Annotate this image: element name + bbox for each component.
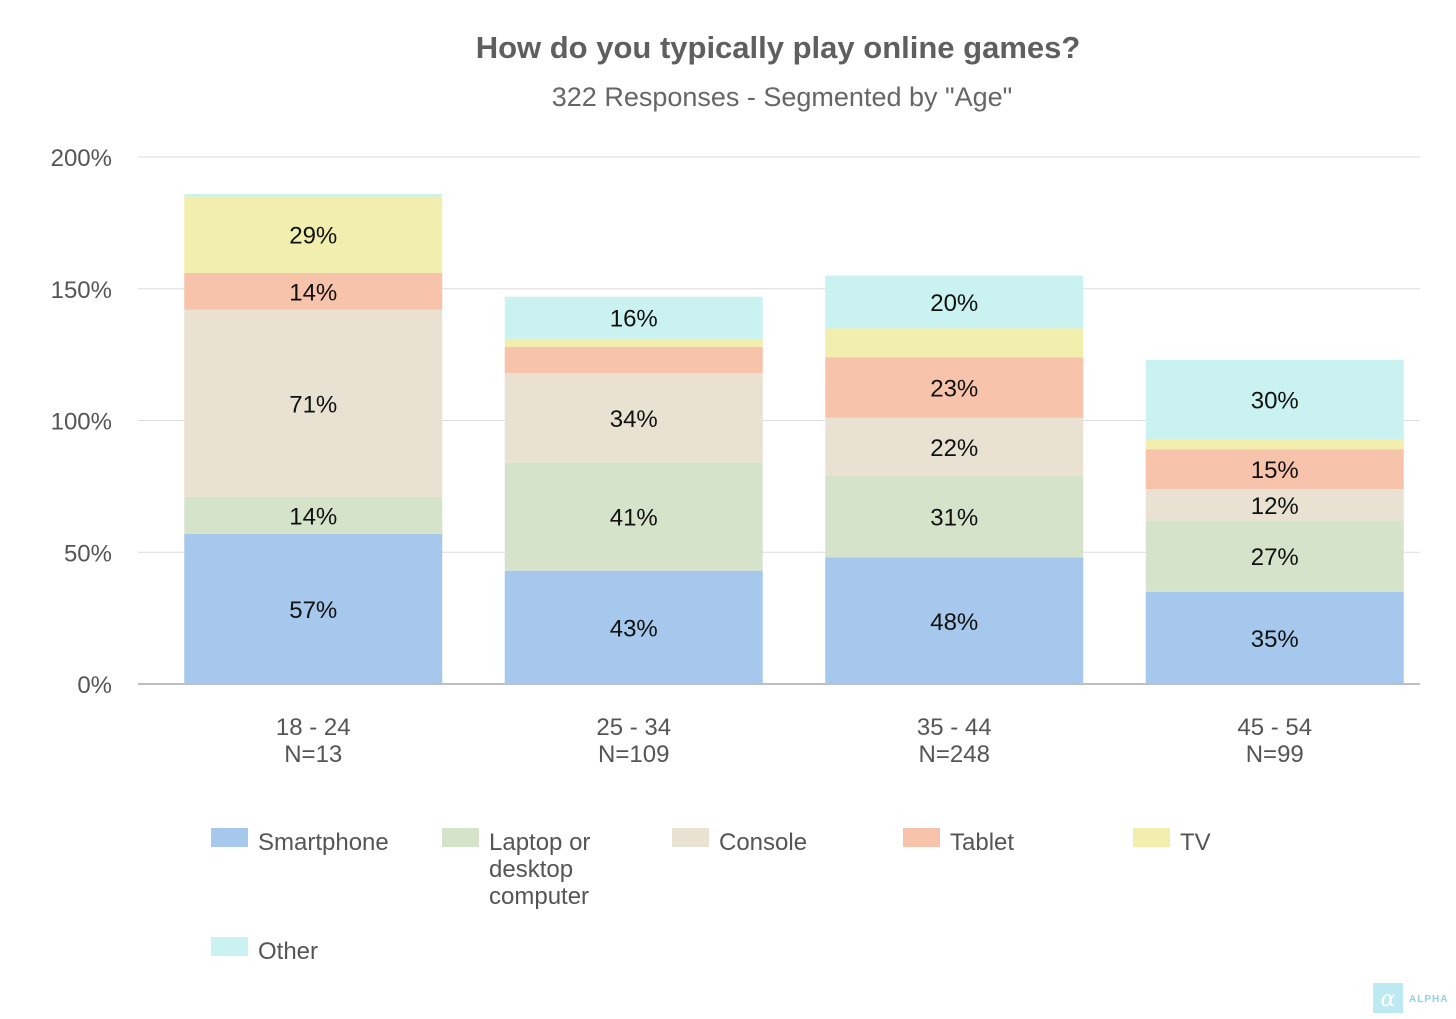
- data-label: 14%: [289, 503, 337, 530]
- legend-swatch: [903, 828, 940, 847]
- bar-smartphone-18-24: [184, 533, 443, 684]
- brand-logo-box: [1373, 983, 1403, 1013]
- bar-tv-45-54: [1145, 438, 1404, 450]
- data-label: 27%: [1251, 544, 1299, 571]
- y-tick-label: 200%: [51, 145, 112, 172]
- bar-smartphone-25-34: [504, 570, 763, 684]
- bar-other-25-34: [504, 296, 763, 339]
- data-label: 14%: [289, 279, 337, 306]
- chart-title: How do you typically play online games?: [476, 30, 1081, 65]
- legend-item-console[interactable]: Console: [672, 828, 807, 856]
- data-label: 16%: [610, 306, 658, 333]
- bar-tv-35-44: [825, 328, 1084, 358]
- bar-smartphone-35-44: [825, 557, 1084, 684]
- data-label: 12%: [1251, 493, 1299, 520]
- data-label: 23%: [930, 376, 978, 403]
- x-tick-count: N=248: [919, 741, 990, 768]
- y-axis: 0% 50% 100% 150% 200%: [51, 145, 112, 699]
- bars: [184, 193, 1404, 684]
- legend-label: Other: [258, 938, 318, 965]
- legend-label: desktop: [489, 856, 573, 883]
- data-label: 57%: [289, 597, 337, 624]
- legend-swatch: [442, 828, 479, 847]
- legend-label: Tablet: [950, 829, 1014, 856]
- bar-tablet-35-44: [825, 357, 1084, 418]
- data-label: 15%: [1251, 457, 1299, 484]
- legend-swatch: [211, 828, 248, 847]
- data-label: 20%: [930, 290, 978, 317]
- bar-console-35-44: [825, 417, 1084, 476]
- bar-tablet-18-24: [184, 272, 443, 310]
- x-tick-count: N=13: [284, 741, 342, 768]
- y-tick-label: 50%: [64, 540, 112, 567]
- bar-laptop-or-desktop-computer-25-34: [504, 462, 763, 571]
- data-label: 29%: [289, 223, 337, 250]
- bar-console-18-24: [184, 309, 443, 497]
- legend-item-tv[interactable]: TV: [1133, 828, 1211, 856]
- x-tick-label: 45 - 54: [1237, 714, 1312, 741]
- data-label: 22%: [930, 435, 978, 462]
- y-tick-label: 150%: [51, 277, 112, 304]
- x-tick-count: N=99: [1246, 741, 1304, 768]
- bar-laptop-or-desktop-computer-18-24: [184, 496, 443, 534]
- x-axis: 18 - 24N=13 25 - 34N=109 35 - 44N=248 45 - …: [276, 714, 1312, 768]
- legend-label: Laptop or: [489, 829, 590, 856]
- bar-other-45-54: [1145, 359, 1404, 439]
- brand-logo: α ALPHA: [1373, 983, 1448, 1013]
- data-label: 71%: [289, 391, 337, 418]
- legend-item-smartphone[interactable]: Smartphone: [211, 828, 389, 856]
- y-tick-label: 0%: [77, 672, 112, 699]
- legend-label: Smartphone: [258, 829, 389, 856]
- bar-laptop-or-desktop-computer-35-44: [825, 475, 1084, 558]
- bar-other-35-44: [825, 275, 1084, 329]
- brand-name: ALPHA: [1409, 994, 1448, 1005]
- data-labels: 57% 14% 71% 14% 29% 43% 41% 34% 16% 48% 31% 22% 23% 2…: [289, 223, 1299, 653]
- legend-swatch: [1133, 828, 1170, 847]
- legend-label: computer: [489, 883, 589, 910]
- legend-item-tablet[interactable]: Tablet: [903, 828, 1014, 856]
- data-label: 41%: [610, 505, 658, 532]
- legend-swatch: [211, 937, 248, 956]
- x-tick-count: N=109: [598, 741, 669, 768]
- bar-tv-18-24: [184, 196, 443, 273]
- x-tick-label: 18 - 24: [276, 714, 351, 741]
- x-tick-label: 35 - 44: [917, 714, 992, 741]
- bar-console-25-34: [504, 373, 763, 463]
- bar-tablet-45-54: [1145, 449, 1404, 490]
- bar-console-45-54: [1145, 489, 1404, 521]
- chart-subtitle: 322 Responses - Segmented by "Age": [552, 82, 1012, 112]
- bar-other-18-24: [184, 193, 443, 197]
- data-label: 34%: [610, 406, 658, 433]
- legend-item-other[interactable]: Other: [211, 937, 318, 965]
- bar-laptop-or-desktop-computer-45-54: [1145, 520, 1404, 592]
- brand-glyph: α: [1381, 987, 1396, 1012]
- legend-label: TV: [1180, 829, 1211, 856]
- data-label: 35%: [1251, 626, 1299, 653]
- x-tick-label: 25 - 34: [596, 714, 671, 741]
- bar-tv-25-34: [504, 338, 763, 347]
- bar-smartphone-45-54: [1145, 591, 1404, 684]
- legend-swatch: [672, 828, 709, 847]
- data-label: 48%: [930, 609, 978, 636]
- legend-label: Console: [719, 829, 807, 856]
- data-label: 43%: [610, 615, 658, 642]
- bar-tablet-25-34: [504, 346, 763, 374]
- y-tick-label: 100%: [51, 409, 112, 436]
- data-label: 30%: [1251, 387, 1299, 414]
- data-label: 31%: [930, 505, 978, 532]
